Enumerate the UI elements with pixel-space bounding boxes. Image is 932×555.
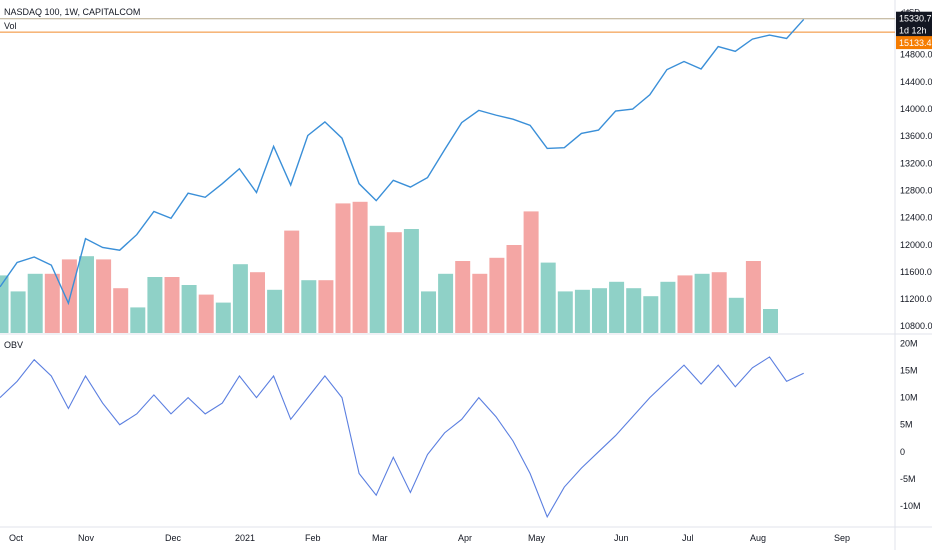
volume-bar-17	[284, 230, 300, 333]
volume-bar-7	[113, 288, 129, 333]
volume-bar-41	[694, 273, 710, 333]
price-tick-label-5: 12800.0	[900, 185, 932, 195]
orange-price-tag	[896, 36, 932, 50]
volume-bar-44	[745, 261, 761, 333]
last-price-tag-label: 15330.7	[899, 14, 932, 24]
price-tick-label-2: 11600.0	[900, 267, 932, 277]
orange-price-tag-label: 15133.4	[899, 38, 932, 48]
obv-tick-label-2: 10M	[900, 393, 918, 403]
volume-bar-1	[10, 291, 26, 333]
last-price-tag	[896, 11, 932, 38]
time-tick-label-11: Sep	[834, 533, 850, 543]
obv-tick-label-0: 20M	[900, 338, 918, 348]
volume-bar-31	[523, 211, 539, 333]
price-tick-label-6: 13200.0	[900, 158, 932, 168]
volume-bar-38	[643, 296, 659, 333]
time-tick-label-2: Dec	[165, 533, 182, 543]
volume-bar-29	[489, 257, 505, 333]
price-tick-label-9: 14400.0	[900, 77, 932, 87]
volume-bar-21	[352, 201, 368, 333]
price-tick-label-8: 14000.0	[900, 104, 932, 114]
volume-bar-39	[660, 281, 676, 333]
time-tick-label-6: Apr	[458, 533, 472, 543]
symbol-title[interactable]: NASDAQ 100, 1W, CAPITALCOM	[4, 7, 141, 17]
volume-bar-43	[728, 297, 744, 333]
volume-bar-14	[232, 264, 248, 333]
volume-bar-13	[215, 302, 231, 333]
obv-tick-label-1: 15M	[900, 366, 918, 376]
volume-bar-22	[369, 225, 385, 333]
price-tick-label-7: 13600.0	[900, 131, 932, 141]
volume-bar-32	[540, 262, 556, 333]
volume-bar-6	[96, 259, 112, 333]
price-tick-label-10: 14800.0	[900, 50, 932, 60]
time-tick-label-5: Mar	[372, 533, 388, 543]
volume-bar-25	[421, 291, 436, 333]
volume-bar-45	[763, 309, 778, 333]
volume-bar-19	[318, 280, 334, 333]
price-tick-label-1: 11200.0	[900, 294, 932, 304]
time-tick-label-10: Aug	[750, 533, 766, 543]
obv-tick-label-6: -10M	[900, 501, 921, 511]
time-tick-label-4: Feb	[305, 533, 321, 543]
volume-bar-11	[181, 285, 197, 333]
price-tick-label-3: 12000.0	[900, 240, 932, 250]
volume-bar-34	[574, 289, 590, 333]
time-tick-label-8: Jun	[614, 533, 629, 543]
obv-line	[0, 356, 804, 519]
volume-bar-33	[557, 291, 573, 333]
volume-label[interactable]: Vol	[4, 21, 17, 31]
volume-bar-16	[267, 289, 283, 333]
currency-label: USD	[903, 8, 920, 17]
time-tick-label-3: 2021	[235, 533, 255, 543]
countdown-label: 1d 12h	[899, 26, 927, 36]
time-tick-label-7: May	[528, 533, 546, 543]
volume-bar-40	[677, 275, 693, 333]
volume-bar-3	[44, 273, 60, 333]
obv-tick-label-3: 5M	[900, 420, 913, 430]
price-line	[0, 18, 805, 306]
volume-bar-24	[403, 229, 419, 333]
volume-bar-26	[438, 273, 454, 333]
volume-bar-27	[455, 261, 471, 333]
volume-bar-18	[301, 280, 317, 333]
volume-bar-8	[130, 307, 146, 333]
obv-tick-label-5: -5M	[900, 474, 916, 484]
volume-bar-20	[335, 203, 351, 333]
time-tick-label-9: Jul	[682, 533, 694, 543]
volume-bar-10	[164, 277, 180, 333]
volume-bar-2	[27, 273, 43, 333]
obv-label[interactable]: OBV	[4, 340, 24, 350]
volume-bar-42	[711, 272, 727, 333]
volume-bar-9	[147, 277, 163, 333]
volume-bar-15	[250, 272, 265, 333]
volume-bar-30	[506, 245, 522, 333]
volume-bar-5	[79, 256, 94, 333]
volume-bar-36	[609, 281, 625, 333]
volume-bar-12	[198, 294, 214, 333]
obv-tick-label-4: 0	[900, 447, 905, 457]
volume-bar-28	[472, 273, 488, 333]
volume-bar-4	[61, 259, 77, 333]
volume-bar-37	[626, 288, 642, 333]
price-tick-label-0: 10800.0	[900, 321, 932, 331]
time-tick-label-1: Nov	[78, 533, 95, 543]
price-tick-label-4: 12400.0	[900, 213, 932, 223]
time-tick-label-0: Oct	[9, 533, 24, 543]
volume-bar-35	[592, 288, 607, 333]
volume-bar-0	[0, 275, 9, 333]
volume-bar-23	[386, 232, 402, 333]
